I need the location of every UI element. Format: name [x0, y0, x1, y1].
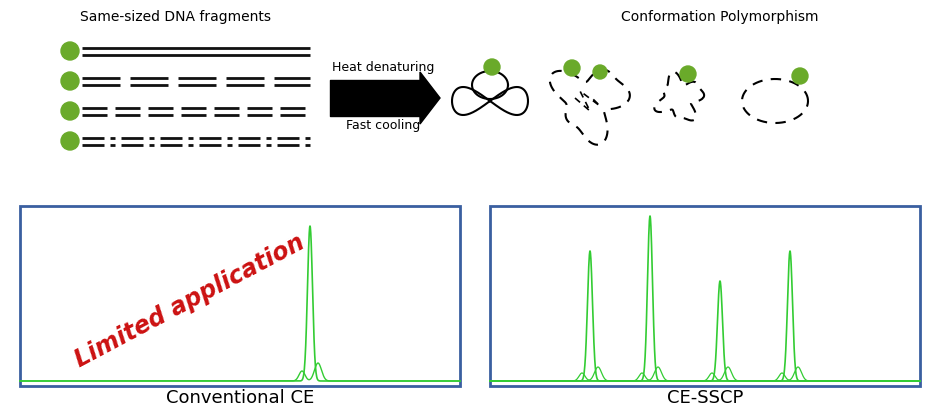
Bar: [20, 206, 460, 386]
Text: Limited application: Limited application: [71, 230, 309, 372]
Text: CE-SSCP: CE-SSCP: [667, 389, 743, 407]
Circle shape: [593, 65, 607, 79]
Bar: [490, 206, 920, 386]
Text: Fast cooling: Fast cooling: [346, 119, 420, 133]
Polygon shape: [420, 72, 440, 124]
Text: Conventional CE: Conventional CE: [166, 389, 315, 407]
Circle shape: [61, 102, 79, 120]
Circle shape: [61, 132, 79, 150]
Circle shape: [61, 42, 79, 60]
Text: Conformation Polymorphism: Conformation Polymorphism: [622, 10, 819, 24]
Circle shape: [484, 59, 500, 75]
Circle shape: [61, 72, 79, 90]
Circle shape: [564, 60, 580, 76]
Circle shape: [680, 66, 696, 82]
Circle shape: [792, 68, 808, 84]
Text: Heat denaturing: Heat denaturing: [331, 62, 434, 74]
Text: Same-sized DNA fragments: Same-sized DNA fragments: [80, 10, 270, 24]
